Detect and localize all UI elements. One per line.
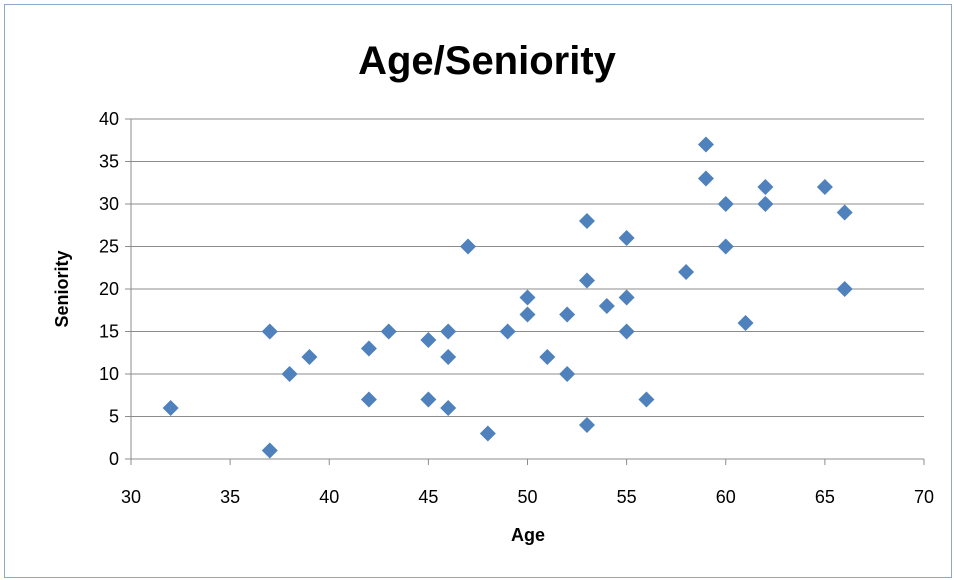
data-point-36 [757,196,774,212]
y-tick-label: 0 [109,449,119,469]
data-point-4 [301,349,318,365]
data-point-34 [737,315,754,331]
data-point-24 [598,298,615,314]
y-tick-label: 5 [109,407,119,427]
chart-title: Age/Seniority [358,39,617,83]
data-point-0 [162,400,179,416]
data-point-25 [618,230,635,246]
y-tick-label: 35 [99,152,119,172]
data-point-29 [678,264,695,280]
data-point-9 [420,391,437,408]
data-point-37 [816,179,833,195]
data-point-33 [717,238,734,255]
y-axis-title: Seniority [52,250,72,327]
data-point-27 [618,323,635,340]
gridlines [131,118,924,417]
data-point-6 [360,391,377,408]
x-tick-label: 65 [815,487,835,507]
data-point-22 [578,272,595,289]
x-tick-label: 60 [716,487,736,507]
data-point-8 [420,332,437,348]
data-point-17 [519,306,536,323]
data-point-39 [836,281,853,297]
y-tick-label: 20 [99,279,119,299]
y-tick-label: 30 [99,194,119,214]
x-tick-label: 70 [914,487,934,507]
y-tick-label: 10 [99,364,119,384]
data-point-1 [261,323,278,340]
x-tick-label: 35 [220,487,240,507]
data-point-28 [638,391,655,408]
data-point-30 [697,136,714,153]
data-point-16 [519,289,536,306]
data-point-7 [380,323,397,340]
data-point-15 [499,323,516,340]
data-point-11 [440,349,457,365]
data-point-35 [757,179,774,195]
data-point-10 [440,323,457,340]
data-points [162,136,853,459]
data-point-13 [460,238,477,255]
data-point-3 [281,366,298,382]
y-tick-labels: 0 5 10 15 20 25 30 35 40 [99,109,119,469]
x-tick-label: 40 [319,487,339,507]
data-point-31 [697,170,714,187]
y-tick-label: 25 [99,237,119,257]
x-tick-label: 50 [517,487,537,507]
data-point-26 [618,289,635,306]
chart-frame [4,4,952,578]
axes [125,118,925,465]
x-axis-title: Age [511,525,545,545]
data-point-12 [440,400,457,416]
data-point-38 [836,204,853,221]
y-tick-label: 40 [99,109,119,129]
data-point-23 [578,417,595,433]
data-point-14 [479,425,496,442]
x-tick-label: 55 [617,487,637,507]
data-point-19 [559,306,576,323]
data-point-2 [261,442,278,459]
y-tick-label: 15 [99,322,119,342]
data-point-32 [717,196,734,212]
data-point-21 [578,213,595,229]
x-tick-label: 30 [121,487,141,507]
x-tick-label: 45 [418,487,438,507]
x-tick-labels: 30 35 40 45 50 55 60 65 70 [121,487,934,507]
data-point-5 [360,340,377,357]
data-point-18 [539,349,556,365]
data-point-20 [559,366,576,382]
